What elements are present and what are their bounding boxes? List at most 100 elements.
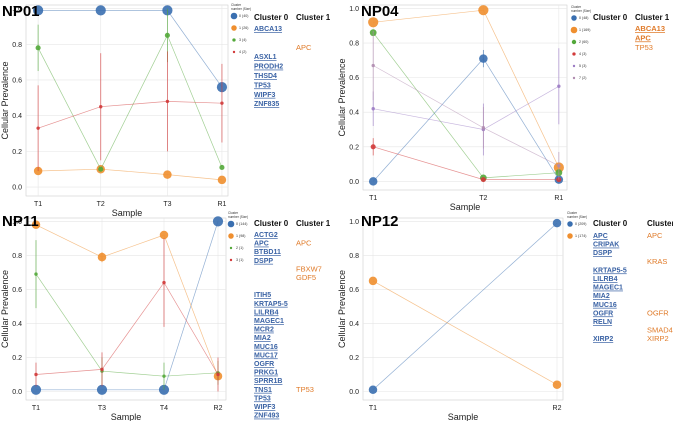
cluster-1-header: Cluster 1 [647,219,673,228]
x-tick-label: T1 [34,201,42,208]
legend-title: number (Size) [231,7,251,11]
y-tick-label: 1.0 [349,219,359,226]
data-point-cluster-3 [216,372,220,377]
legend-marker [229,246,233,250]
cluster-0-gene: DSPP [254,258,273,265]
y-tick-label: 0.0 [12,185,22,192]
panel-np01: 0.0 0.2 0.4 0.6 0.8 1.0 T1 T2 T3 R1 Sample Cellular… [0,3,331,218]
cluster-0-gene: ACTG2 [254,232,278,239]
cluster-0-gene: OGFR [593,310,613,317]
x-tick-label: T1 [32,405,40,412]
data-point-cluster-7 [481,126,486,130]
data-point-cluster-3 [98,166,104,172]
data-point-cluster-5 [371,107,375,111]
data-point-cluster-2 [34,272,38,276]
x-tick-label: R1 [217,201,226,208]
cluster-0-gene: TP53 [254,82,271,89]
cluster-0-gene: WIPF3 [254,404,275,411]
legend-label: 4 (2) [239,50,246,54]
y-axis-label: Cellular Prevalence [0,61,10,139]
cluster-1-gene: APC [647,231,663,240]
legend-label: 1 (169) [579,28,590,32]
plot-area [25,4,229,197]
cluster-0-gene: MIA2 [593,293,610,300]
y-tick-label: 0.8 [349,41,359,48]
x-axis-label: Sample [448,412,479,421]
x-tick-label: R2 [214,405,223,412]
legend-label: 4 (3) [579,52,586,56]
panel-title: NP11 [2,213,39,230]
y-tick-label: 0.6 [12,77,22,84]
cluster-0-gene: TNS1 [254,387,272,394]
data-point-cluster-3 [35,45,41,51]
data-point-cluster-0 [368,385,378,395]
series-line-0 [372,222,558,391]
data-point-cluster-0 [368,177,378,186]
cluster-1-header: Cluster 1 [296,13,331,22]
legend-title: Cluster [228,211,239,215]
cluster-1-gene: OGFR [647,308,669,317]
cluster-0-gene: THSD4 [254,73,277,80]
panel-title: NP01 [2,3,40,20]
x-tick-label: T4 [160,405,168,412]
legend-label: 0 (144) [236,222,247,226]
data-point-cluster-1 [552,380,562,389]
legend-marker [227,220,235,228]
series-line-3 [37,34,223,170]
legend-marker [570,26,578,34]
cluster-0-gene: KRTAP5-5 [593,267,627,274]
data-point-cluster-1 [31,220,41,230]
legend-label: 1 (26) [239,26,248,30]
data-point-cluster-4 [36,126,40,130]
series-line-1 [35,224,219,377]
cluster-0-gene: XIRP2 [593,336,613,343]
legend-title: Cluster [231,3,242,7]
legend-marker [231,25,237,31]
legend-label: 5 (3) [579,64,586,68]
cluster-1-gene: SMAD4 [647,326,673,335]
cluster-1-gene: GDF5 [296,273,316,282]
data-point-cluster-1 [368,17,379,28]
data-point-cluster-1 [478,5,489,16]
cluster-0-gene: BTBD11 [254,249,281,256]
x-tick-label: T2 [97,201,105,208]
x-tick-label: T1 [369,195,377,202]
cluster-0-gene: APC [593,233,608,240]
panel-title: NP12 [361,213,399,230]
cluster-1-gene: APC [635,33,651,42]
y-tick-label: 0.4 [12,321,22,328]
data-point-cluster-1 [97,252,107,262]
cluster-0-gene: MAGEC1 [593,285,623,292]
data-point-cluster-3 [34,372,38,377]
cluster-0-gene: MUC17 [254,352,278,359]
y-tick-label: 0.2 [12,149,22,156]
cluster-0-header: Cluster 0 [593,219,628,228]
cluster-0-gene: OGFR [254,361,274,368]
y-tick-label: 1.0 [12,6,22,13]
legend-label: 1 (98) [236,234,245,238]
data-point-cluster-3 [162,280,166,285]
cluster-0-gene: ABCA13 [254,26,282,33]
legend-marker [572,64,576,68]
y-tick-label: 1.0 [12,219,22,226]
cluster-0-gene: CRIPAK [593,242,619,249]
cluster-0-gene: KRTAP5-5 [254,301,288,308]
data-point-cluster-1 [217,175,227,185]
y-tick-label: 0.6 [12,287,22,294]
data-point-cluster-4 [165,99,170,104]
legend-marker [571,39,577,45]
legend-title: Cluster [567,211,578,215]
y-tick-label: 0.0 [349,389,359,396]
cluster-1-header: Cluster 1 [635,13,670,22]
cluster-1-gene: XIRP2 [647,334,669,343]
y-tick-label: 0.8 [12,253,22,260]
legend-marker [230,12,238,20]
y-axis-label: Cellular Prevalence [0,270,10,348]
cluster-0-gene: LILRB4 [254,309,279,316]
cluster-0-header: Cluster 0 [593,13,628,22]
legend-label: 0 (48) [579,16,588,20]
cluster-1-gene: KRAS [647,257,667,266]
cluster-0-header: Cluster 0 [254,13,289,22]
